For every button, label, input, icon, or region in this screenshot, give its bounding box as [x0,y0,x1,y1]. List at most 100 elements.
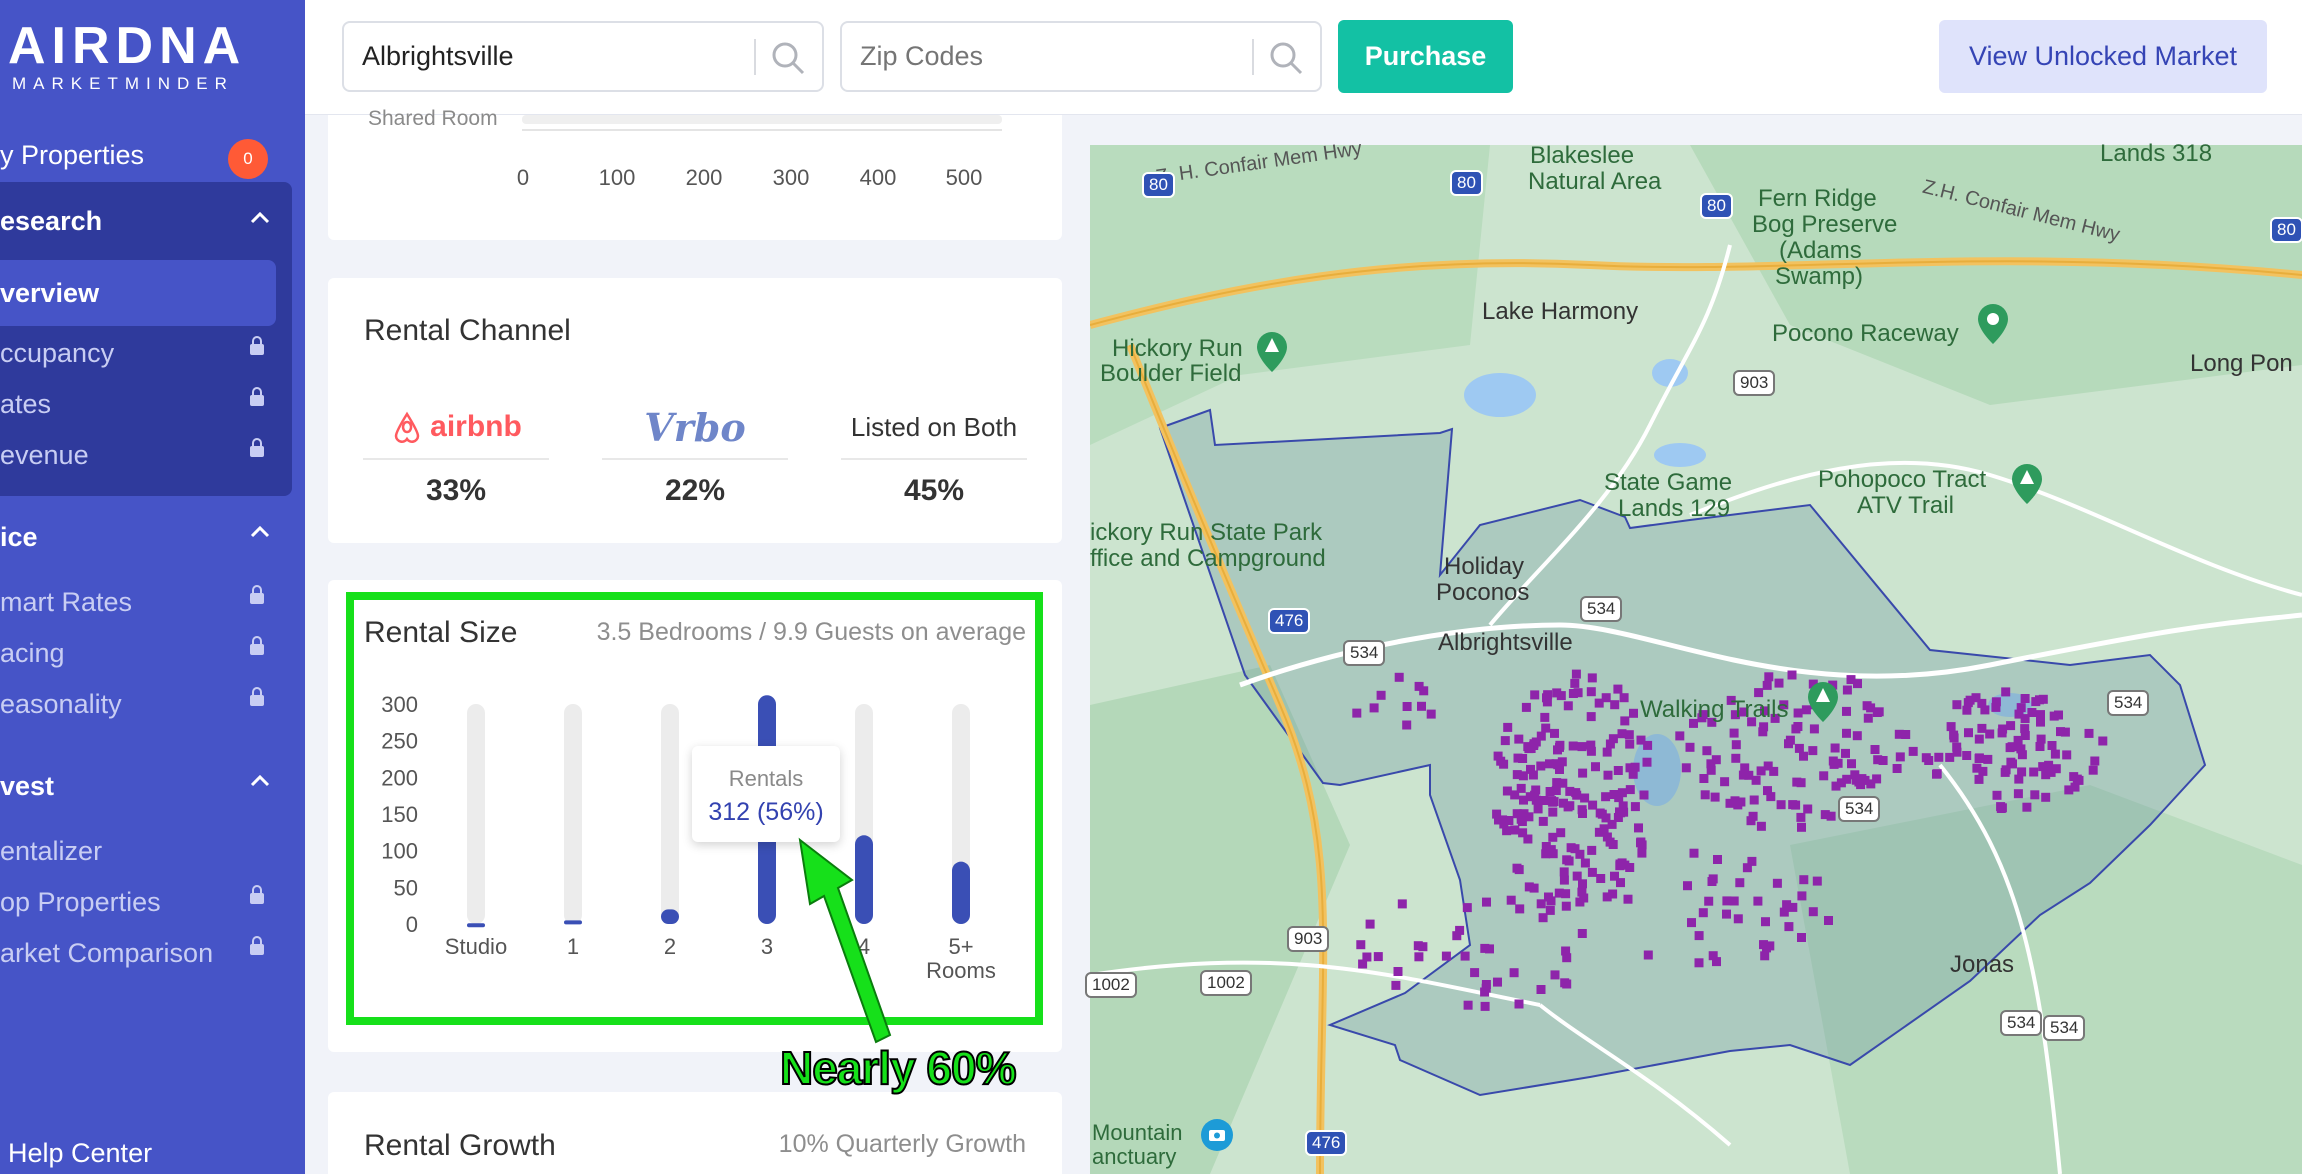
rental-pin[interactable] [1533,804,1543,814]
rental-pin[interactable] [1962,751,1972,760]
rental-pin[interactable] [1978,766,1988,776]
rental-pin[interactable] [1518,828,1528,838]
rental-pin[interactable] [1974,774,1984,784]
rental-pin[interactable] [1402,702,1412,711]
rental-pin[interactable] [1842,685,1852,695]
rental-pin[interactable] [1515,904,1525,914]
rental-pin[interactable] [1517,817,1527,826]
rental-pin[interactable] [1824,916,1833,925]
rental-pin[interactable] [1571,669,1581,679]
rental-pin[interactable] [1369,703,1379,713]
rental-pin[interactable] [1548,807,1558,817]
rental-pin[interactable] [1496,756,1506,766]
rental-pin[interactable] [1793,722,1803,731]
rental-pin[interactable] [1529,883,1539,893]
rental-pin[interactable] [1770,713,1780,723]
rental-pin[interactable] [1596,874,1606,883]
search-icon[interactable] [1268,40,1304,76]
rental-pin[interactable] [1550,728,1559,738]
rental-pin[interactable] [1921,753,1931,763]
rental-pin[interactable] [1557,757,1567,767]
nav-smart-rates[interactable]: mart Rates [0,587,133,617]
nav-research[interactable]: esearch [0,206,103,236]
rental-pin[interactable] [1870,745,1880,754]
rental-pin[interactable] [1531,737,1541,747]
rental-pin[interactable] [1779,700,1789,710]
rental-pin[interactable] [1625,739,1635,749]
rental-pin[interactable] [1625,785,1635,795]
rental-pin[interactable] [1769,766,1779,776]
rental-pin[interactable] [1561,946,1571,956]
rental-pin[interactable] [1636,837,1646,847]
rental-pin[interactable] [1373,952,1383,962]
rental-pin[interactable] [1570,678,1580,688]
rental-pin[interactable] [1642,757,1652,767]
rental-pin[interactable] [2062,750,2072,760]
rental-pin[interactable] [1463,1000,1473,1010]
rental-pin[interactable] [1760,951,1770,961]
park-pin-icon[interactable] [1255,330,1289,374]
rental-pin[interactable] [1699,774,1709,783]
rental-pin[interactable] [1753,896,1763,906]
rental-pin[interactable] [1996,804,2006,813]
rental-pin[interactable] [1552,688,1562,698]
rental-pin[interactable] [1776,800,1786,810]
rental-pin[interactable] [1605,739,1615,749]
rental-pin[interactable] [1808,746,1818,756]
rental-pin[interactable] [1559,867,1569,877]
rental-pin[interactable] [1541,849,1551,859]
rental-pin[interactable] [1561,901,1571,911]
rental-pin[interactable] [1694,931,1704,941]
rental-pin[interactable] [1797,891,1807,901]
rental-pin[interactable] [1524,882,1534,892]
rental-pin[interactable] [1551,759,1561,769]
rental-pin[interactable] [1419,686,1429,696]
rental-pin[interactable] [1519,795,1528,805]
rental-pin[interactable] [1579,893,1589,903]
rental-pin[interactable] [1352,708,1362,718]
rental-pin[interactable] [1866,779,1876,789]
rental-pin[interactable] [1712,957,1721,967]
rental-pin[interactable] [1493,751,1503,761]
rental-pin[interactable] [1587,845,1597,855]
rental-pin[interactable] [1577,805,1587,815]
rental-pin[interactable] [1998,724,2008,734]
rental-pin[interactable] [1625,763,1635,773]
rental-pin[interactable] [1500,736,1510,746]
rental-pin[interactable] [1706,765,1716,775]
bar-2[interactable] [661,909,679,924]
rental-pin[interactable] [1787,670,1797,680]
rental-pin[interactable] [1441,951,1451,961]
rental-pin[interactable] [1785,735,1795,745]
rental-pin[interactable] [1559,875,1569,885]
bar-studio[interactable] [467,923,485,928]
rental-pin[interactable] [1358,959,1368,969]
nav-market-comparison[interactable]: arket Comparison [0,938,214,968]
rental-pin[interactable] [2046,767,2056,777]
rental-pin[interactable] [1609,790,1619,799]
rental-pin[interactable] [2038,762,2048,772]
rental-pin[interactable] [1531,785,1541,795]
rental-pin[interactable] [1413,941,1423,951]
rental-pin[interactable] [1725,798,1735,808]
rental-pin[interactable] [1740,763,1750,773]
rental-pin[interactable] [2006,757,2016,767]
rental-pin[interactable] [2056,727,2065,737]
rental-pin[interactable] [1873,755,1883,765]
rental-pin[interactable] [1731,753,1741,763]
rental-pin[interactable] [1480,987,1490,997]
rental-pin[interactable] [1526,764,1535,774]
rental-pin[interactable] [1617,788,1627,798]
rental-pin[interactable] [1738,770,1748,780]
nav-invest[interactable]: vest [0,771,55,801]
rental-pin[interactable] [2020,724,2030,734]
park-pin-icon[interactable] [1806,680,1840,724]
rental-pin[interactable] [1503,722,1513,732]
rental-pin[interactable] [1974,754,1984,763]
place-pin-icon[interactable] [1976,302,2010,346]
rental-pin[interactable] [1601,693,1611,703]
rental-pin[interactable] [1602,892,1612,902]
rental-pin[interactable] [1708,951,1718,961]
rental-pin[interactable] [1711,755,1721,765]
rental-pin[interactable] [1619,693,1629,703]
